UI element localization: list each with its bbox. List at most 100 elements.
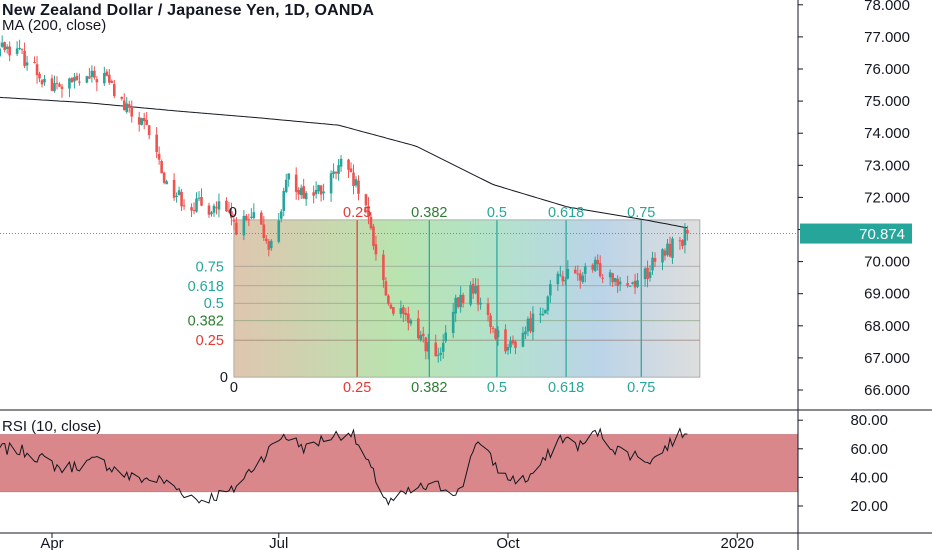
candle-up <box>277 220 281 242</box>
candle-down <box>110 80 114 83</box>
fib-bottom-label: 0.618 <box>548 380 584 396</box>
candle-up <box>279 211 283 219</box>
candle-down <box>312 192 315 196</box>
candle-up <box>526 318 530 332</box>
candle-down <box>180 192 183 207</box>
fib-zone-fills <box>233 219 700 378</box>
candle-down <box>319 185 323 195</box>
candle-up <box>671 238 674 258</box>
candle-up <box>322 191 325 194</box>
candle-up <box>317 185 320 192</box>
candle-up <box>444 332 448 342</box>
fib-bottom-label: 0.382 <box>411 380 447 396</box>
fib-left-label: 0.75 <box>196 259 224 275</box>
candle-up <box>648 272 652 278</box>
fib-left-label: 0.5 <box>204 296 224 312</box>
candle-up <box>140 118 144 125</box>
candle-down <box>404 312 408 316</box>
candle-down <box>215 207 218 209</box>
candle-up <box>337 165 340 174</box>
candle-down <box>367 206 370 217</box>
candle-down <box>230 211 233 218</box>
candle-up <box>631 282 634 284</box>
candle-down <box>227 210 231 212</box>
candle-up <box>426 342 430 352</box>
candle-up <box>509 341 512 348</box>
candle-down <box>681 240 684 247</box>
candle-down <box>347 159 350 170</box>
candle-up <box>506 347 510 351</box>
candle-down <box>294 174 298 192</box>
candle-up <box>546 296 550 311</box>
candlestick-series <box>0 35 689 363</box>
candle-up <box>212 205 216 213</box>
price-tick-label: 73.000 <box>864 157 910 174</box>
rsi-tick-label: 80.00 <box>850 412 888 429</box>
candle-down <box>190 207 193 211</box>
candle-down <box>576 273 580 275</box>
candle-down <box>78 81 81 83</box>
candle-up <box>454 297 457 314</box>
candle-up <box>282 190 286 211</box>
price-tick-label: 69.000 <box>864 286 910 303</box>
candle-down <box>38 73 41 79</box>
candle-down <box>561 276 565 282</box>
candle-up <box>549 284 552 296</box>
price-tick-label: 75.000 <box>864 93 910 110</box>
time-tick-label: Oct <box>496 535 520 550</box>
candle-up <box>217 201 221 210</box>
candle-down <box>352 172 355 187</box>
candle-down <box>50 78 54 91</box>
candle-down <box>349 168 353 172</box>
candle-up <box>531 313 535 333</box>
candle-up <box>85 76 89 83</box>
candle-down <box>155 134 158 153</box>
candle-up <box>628 285 632 287</box>
candle-up <box>683 228 687 246</box>
candle-down <box>407 313 410 323</box>
candle-up <box>439 352 443 355</box>
candle-up <box>73 77 76 82</box>
last-price-label: 70.874 <box>859 226 905 243</box>
candle-down <box>511 340 515 344</box>
candle-down <box>8 46 11 56</box>
candle-down <box>127 104 131 108</box>
candle-up <box>197 197 201 199</box>
candle-up <box>125 103 129 112</box>
candle-down <box>504 329 507 352</box>
candle-up <box>436 354 440 356</box>
fib-left-label: 0.382 <box>188 314 224 330</box>
candle-down <box>262 224 266 239</box>
candle-down <box>60 86 64 89</box>
candle-up <box>524 331 527 335</box>
candle-up <box>165 181 168 185</box>
moving-average-line <box>0 96 688 229</box>
candle-up <box>68 78 71 89</box>
candle-up <box>287 173 291 180</box>
candle-down <box>591 264 595 270</box>
candle-down <box>297 190 300 195</box>
candle-down <box>3 42 6 50</box>
price-tick-label: 78.000 <box>864 0 910 14</box>
candle-up <box>43 78 46 83</box>
candle-up <box>496 330 500 338</box>
candle-up <box>304 192 308 200</box>
fib-zone-border <box>233 219 701 378</box>
candle-down <box>421 333 425 337</box>
candle-up <box>419 335 423 341</box>
candle-up <box>564 280 567 282</box>
candle-up <box>618 281 622 285</box>
candle-up <box>0 42 4 47</box>
candle-up <box>459 294 462 308</box>
candle-up <box>269 240 273 249</box>
candle-down <box>260 212 263 225</box>
candle-up <box>0 48 1 57</box>
candle-down <box>247 219 251 221</box>
candle-up <box>25 62 29 66</box>
candle-down <box>616 278 619 286</box>
candle-up <box>409 320 413 324</box>
fib-left-label: 0 <box>220 370 228 386</box>
candle-down <box>611 273 614 283</box>
candle-down <box>235 222 238 235</box>
